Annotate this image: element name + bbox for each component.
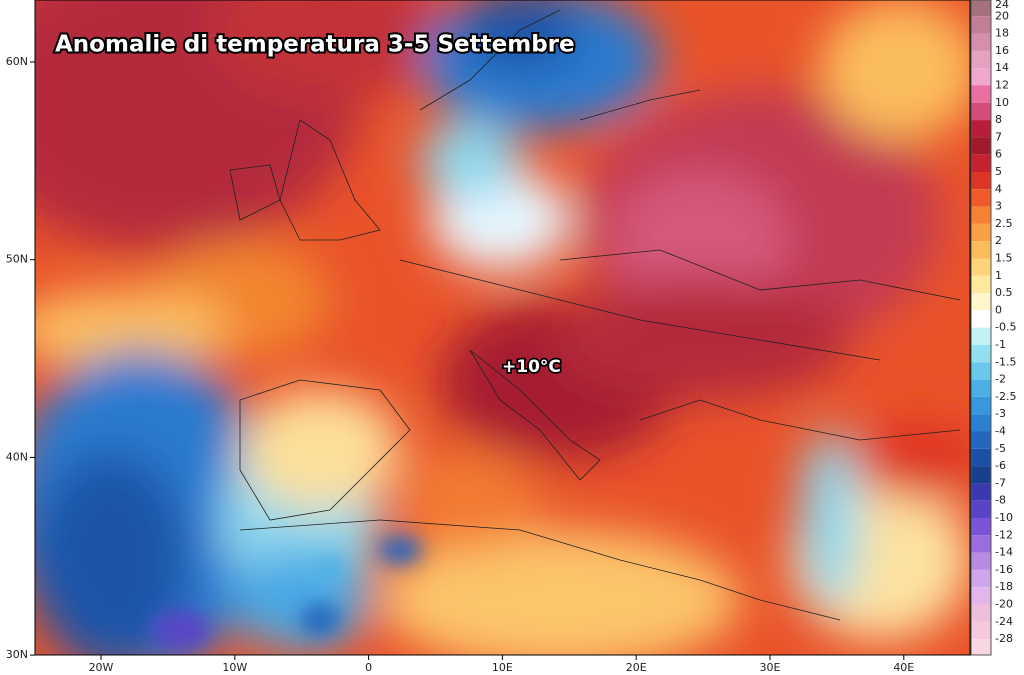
legend-label: 1.5 [995,252,1013,265]
legend-label: -14 [995,546,1013,559]
map-title: Anomalie di temperatura 3-5 Settembre [55,32,575,58]
legend-swatch [971,552,991,570]
legend-label: -10 [995,511,1013,524]
legend-label: -3 [995,407,1006,420]
legend-swatch [971,241,991,259]
legend-label: 0.5 [995,286,1013,299]
legend-swatch [971,293,991,311]
legend-label: -12 [995,528,1013,541]
legend-swatch [971,396,991,415]
lon-label: 10E [492,661,513,674]
legend-swatch [971,621,991,640]
lat-label: 40N [6,450,28,463]
legend-swatch [971,604,991,622]
lon-label: 0 [365,661,372,674]
legend-swatch [971,223,991,242]
legend-label: -6 [995,459,1006,472]
legend-label: -7 [995,476,1006,489]
legend-label: -28 [995,632,1013,645]
legend-swatch [971,137,991,155]
lon-label: 30E [760,661,781,674]
legend-label: -8 [995,494,1006,507]
legend-label: 5 [995,165,1002,178]
coastlines [229,9,961,621]
axes: 60N 50N 40N 30N 20W 10W 0 10E 20E 30E 40E [6,55,915,674]
legend-label: -18 [995,580,1013,593]
legend-swatch [971,16,991,34]
legend-label: 6 [995,148,1002,161]
lat-label: 30N [6,648,28,661]
legend-label: -16 [995,563,1013,576]
lat-label: 50N [6,253,28,266]
legend-swatch [971,518,991,536]
legend-swatch [971,258,991,276]
legend-swatch [971,310,991,328]
legend-label: -4 [995,425,1006,438]
legend-label: 10 [995,96,1009,109]
legend-label: 3 [995,200,1002,213]
legend-swatch [971,466,991,484]
lon-label: 20W [89,661,114,674]
lon-label: 20E [626,661,647,674]
legend-swatch [971,172,991,190]
legend-swatch [971,206,991,224]
legend-swatch [971,189,991,207]
legend-swatch [971,448,991,467]
legend-swatch [971,362,991,380]
legend-label: 2.5 [995,217,1013,230]
legend-label: -2.5 [995,390,1016,403]
legend-swatch [971,379,991,397]
legend-swatch [971,50,991,69]
annotation: +10°C [502,357,561,377]
legend-swatch [971,102,991,121]
legend-swatch [971,327,991,345]
legend-swatch [971,154,991,172]
legend-label: -0.5 [995,321,1016,334]
legend-label: 1 [995,269,1002,282]
legend-swatch [971,345,991,363]
legend-swatch [971,120,991,138]
legend-label: 8 [995,113,1002,126]
legend-label: 12 [995,79,1009,92]
anomaly-field [35,0,970,655]
legend-swatch [971,33,991,51]
legend-label: -1.5 [995,355,1016,368]
legend-label: 24 [995,0,1009,11]
legend-frame [970,0,992,656]
legend-swatch [971,414,991,432]
legend-label: 0 [995,303,1002,316]
legend-label: -24 [995,615,1013,628]
legend-label: 14 [995,61,1009,74]
legend-swatch [971,639,991,655]
legend-swatch [971,483,991,501]
legend-swatch [971,500,991,518]
legend-swatch [971,431,991,449]
lon-label: 10W [222,661,247,674]
legend-label: -5 [995,442,1006,455]
legend-label: 7 [995,130,1002,143]
legend-label: 18 [995,27,1009,40]
legend-label: 20 [995,9,1009,22]
legend-label: -20 [995,598,1013,611]
legend-swatch [971,535,991,553]
lon-label: 40E [893,661,914,674]
legend-label: 4 [995,182,1002,195]
legend-label: -1 [995,338,1006,351]
legend-swatch [971,569,991,588]
legend-label: 16 [995,44,1009,57]
legend-label: 2 [995,234,1002,247]
legend-swatch [971,587,991,605]
legend-swatch [971,275,991,294]
legend-swatch [971,85,991,103]
legend-swatch [971,68,991,86]
lat-label: 60N [6,55,28,68]
legend-swatch [971,0,991,17]
legend-label: -2 [995,373,1006,386]
